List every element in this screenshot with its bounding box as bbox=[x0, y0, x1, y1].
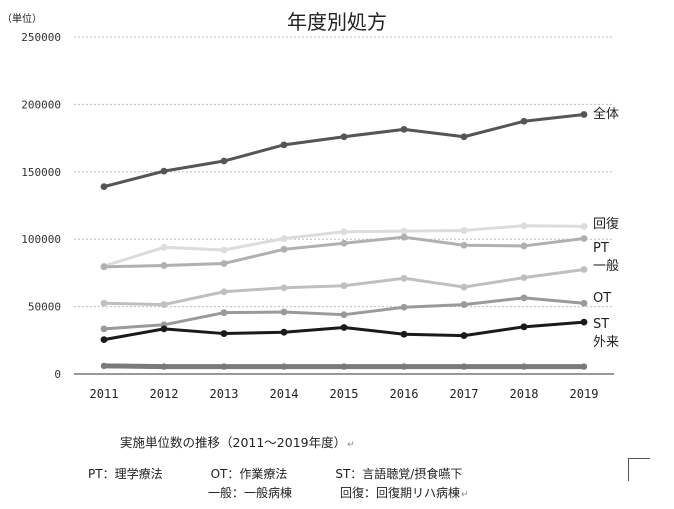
data-point bbox=[160, 363, 168, 370]
data-point bbox=[280, 245, 288, 253]
series-label: 一般 bbox=[593, 258, 619, 274]
chart-title: 年度別処方 bbox=[287, 10, 387, 34]
y-tick-label: 100000 bbox=[21, 233, 61, 246]
series-label: ST bbox=[593, 317, 609, 332]
data-point bbox=[520, 294, 528, 302]
data-point bbox=[280, 141, 288, 149]
data-point bbox=[100, 362, 108, 370]
y-tick-label: 150000 bbox=[21, 166, 61, 179]
data-point bbox=[520, 274, 528, 282]
data-point bbox=[400, 274, 408, 282]
data-point bbox=[220, 363, 228, 370]
data-point bbox=[100, 299, 108, 307]
x-tick-label: 2018 bbox=[510, 387, 539, 401]
data-point bbox=[160, 243, 168, 251]
data-point bbox=[400, 233, 408, 241]
data-point bbox=[520, 222, 528, 230]
unit-label: （単位） bbox=[2, 14, 42, 25]
data-point bbox=[340, 311, 348, 319]
data-point bbox=[340, 363, 348, 370]
data-point bbox=[460, 133, 468, 141]
data-point bbox=[220, 330, 228, 337]
x-tick-label: 2015 bbox=[330, 387, 359, 401]
data-point bbox=[520, 117, 528, 125]
data-point bbox=[280, 235, 288, 242]
data-point bbox=[520, 363, 528, 370]
caption-text: 実施単位数の推移（2011～2019年度） bbox=[120, 435, 347, 450]
data-point bbox=[280, 328, 288, 336]
data-point bbox=[580, 363, 588, 370]
data-point bbox=[220, 246, 228, 254]
data-point bbox=[220, 309, 228, 317]
data-point bbox=[340, 324, 348, 331]
y-tick-label: 50000 bbox=[28, 301, 61, 314]
data-point bbox=[220, 260, 228, 267]
data-point bbox=[340, 228, 348, 236]
data-point bbox=[160, 301, 168, 308]
x-tick-label: 2012 bbox=[150, 387, 179, 401]
data-point bbox=[400, 303, 408, 311]
x-tick-label: 2017 bbox=[450, 387, 479, 401]
data-point bbox=[460, 363, 468, 370]
data-point bbox=[100, 263, 108, 271]
data-point bbox=[580, 235, 588, 242]
series-line bbox=[103, 113, 585, 189]
data-point bbox=[340, 282, 348, 290]
data-point bbox=[400, 363, 408, 370]
series-label: PT bbox=[593, 241, 609, 256]
page-corner-mark bbox=[628, 458, 650, 481]
data-point bbox=[220, 288, 228, 296]
x-tick-label: 2013 bbox=[210, 387, 239, 401]
y-tick-label: 200000 bbox=[21, 98, 61, 111]
data-point bbox=[400, 227, 408, 235]
series-label: OT bbox=[593, 291, 611, 306]
data-point bbox=[160, 262, 168, 269]
series-label: 回復 bbox=[593, 216, 619, 232]
legend-line-1: PT：理学療法 OT：作業療法 ST：言語聴覚/摂食嚥下 bbox=[88, 467, 463, 481]
x-tick-label: 2014 bbox=[270, 387, 299, 401]
series-layer bbox=[100, 111, 588, 370]
data-point bbox=[280, 363, 288, 370]
y-tick-label: 250000 bbox=[21, 31, 61, 44]
data-point bbox=[460, 283, 468, 291]
series-label: 全体 bbox=[593, 106, 619, 122]
data-point bbox=[580, 318, 588, 326]
data-point bbox=[340, 133, 348, 141]
return-mark: ↵ bbox=[347, 440, 355, 450]
data-point bbox=[400, 125, 408, 133]
data-point bbox=[460, 241, 468, 249]
data-point bbox=[220, 157, 228, 165]
legend-line-2: 一般：一般病棟 回復：回復期リハ病棟↵ bbox=[208, 484, 469, 501]
data-point bbox=[100, 183, 108, 191]
caption: 実施単位数の推移（2011～2019年度）↵ bbox=[120, 432, 355, 451]
data-point bbox=[100, 325, 108, 333]
data-point bbox=[580, 111, 588, 118]
data-point bbox=[100, 336, 108, 344]
data-point bbox=[460, 332, 468, 339]
x-tick-label: 2011 bbox=[90, 387, 119, 401]
data-point bbox=[280, 308, 288, 316]
data-point bbox=[580, 299, 588, 307]
data-point bbox=[160, 167, 168, 175]
data-point bbox=[520, 323, 528, 331]
series-label: 外来 bbox=[593, 335, 619, 350]
legend-line-2-text: 一般：一般病棟 回復：回復期リハ病棟 bbox=[208, 486, 461, 500]
data-point bbox=[160, 325, 168, 333]
return-mark: ↵ bbox=[461, 490, 469, 500]
x-tick-label: 2016 bbox=[390, 387, 419, 401]
data-point bbox=[340, 239, 348, 247]
y-tick-label: 0 bbox=[54, 368, 61, 381]
axes: 0 50000 100000 150000 200000 250000 2011 2012 20… bbox=[21, 31, 614, 401]
x-tick-label: 2019 bbox=[570, 387, 599, 401]
data-point bbox=[280, 284, 288, 292]
data-point bbox=[460, 227, 468, 234]
data-point bbox=[400, 330, 408, 338]
data-point bbox=[520, 242, 528, 250]
data-point bbox=[460, 301, 468, 308]
data-point bbox=[580, 222, 588, 230]
data-point bbox=[580, 266, 588, 273]
